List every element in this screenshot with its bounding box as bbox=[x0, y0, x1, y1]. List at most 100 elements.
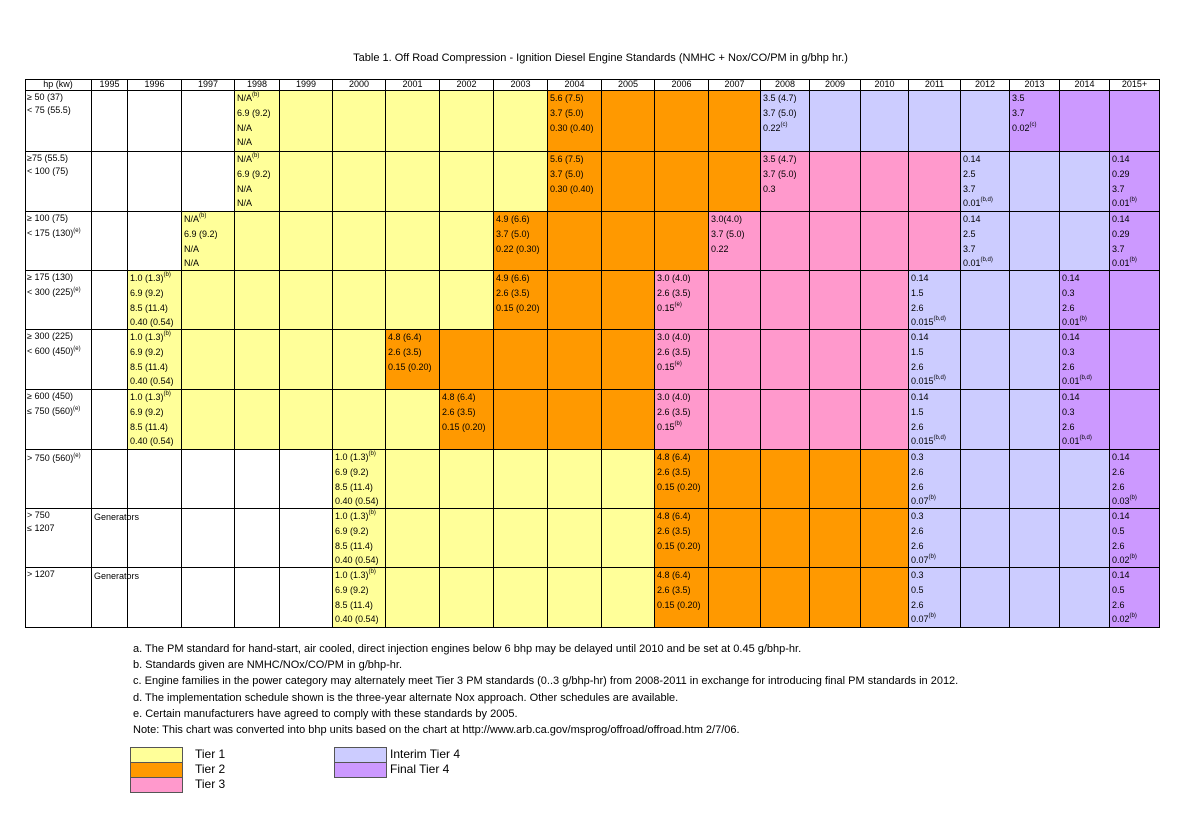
year-cell bbox=[494, 330, 548, 390]
standard-value: 0.40 (0.54) bbox=[130, 317, 174, 328]
year-cell bbox=[709, 450, 761, 509]
standard-value: 0.07(b) bbox=[911, 554, 936, 566]
standard-value: 0.3 bbox=[911, 511, 924, 521]
standard-values: 4.8 (6.4) 2.6 (3.5) 0.15 (0.20) bbox=[655, 568, 701, 612]
row-label-footnote: (e) bbox=[72, 406, 81, 412]
standard-values: 0.14 0.3 2.6 0.01(b,d) bbox=[1060, 330, 1092, 389]
standard-value: 6.9 (9.2) bbox=[130, 346, 164, 357]
standard-value: 8.5 (11.4) bbox=[335, 481, 373, 492]
standard-value: 0.30 (0.40) bbox=[550, 122, 594, 133]
row-label-line: < 100 (75) bbox=[27, 166, 69, 176]
year-cell bbox=[92, 212, 128, 271]
standard-value: 2.6 bbox=[1062, 302, 1075, 313]
standard-value: 0.015(b,d) bbox=[911, 375, 946, 387]
year-cell: 4.8 (6.4) 2.6 (3.5) 0.15 (0.20) bbox=[386, 330, 440, 390]
year-cell bbox=[961, 568, 1010, 628]
year-cell bbox=[602, 330, 655, 390]
standard-value: 3.7 bbox=[1112, 243, 1125, 254]
standard-value: 0.07(b) bbox=[911, 613, 936, 625]
year-cell bbox=[861, 330, 909, 390]
legend-label-tier2: Tier 2 bbox=[195, 762, 226, 776]
year-cell bbox=[761, 509, 810, 568]
year-cell bbox=[548, 271, 602, 330]
year-cell: 1.0 (1.3)(b) 6.9 (9.2) 8.5 (11.4) 0.40 (0.5… bbox=[128, 390, 182, 450]
year-cell bbox=[1010, 390, 1060, 450]
standard-value: 0.40 (0.54) bbox=[335, 555, 379, 566]
year-cell bbox=[333, 152, 386, 212]
year-cell bbox=[333, 390, 386, 450]
year-cell bbox=[761, 568, 810, 628]
year-cell bbox=[333, 91, 386, 152]
year-cell bbox=[440, 212, 494, 271]
standard-value: 2.6 (3.5) bbox=[657, 346, 691, 357]
year-cell: 0.14 1.5 2.6 0.015(b,d) bbox=[909, 390, 961, 450]
standard-values: 0.14 2.6 2.6 0.03(b) bbox=[1110, 450, 1137, 509]
year-cell: 3.0 (4.0) 2.6 (3.5) 0.15(b) bbox=[655, 390, 709, 450]
standard-value: 0.5 bbox=[911, 584, 924, 595]
generators-note: Generators bbox=[94, 512, 140, 522]
year-cell bbox=[182, 450, 235, 509]
standard-value: 4.8 (6.4) bbox=[657, 452, 691, 462]
year-cell: 3.0(4.0) 3.7 (5.0) 0.22 bbox=[709, 212, 761, 271]
standard-values: 0.14 2.5 3.7 0.01(b,d) bbox=[961, 212, 993, 271]
row-label-line: < 600 (450)(e) bbox=[27, 346, 81, 356]
year-cell bbox=[1060, 212, 1110, 271]
standard-value: 6.9 (9.2) bbox=[335, 525, 369, 536]
year-cell bbox=[333, 212, 386, 271]
value-footnote: (b,d) bbox=[933, 435, 946, 442]
year-cell bbox=[961, 450, 1010, 509]
year-cell: 3.5 (4.7) 3.7 (5.0) 0.3 bbox=[761, 152, 810, 212]
header-year: 1998 bbox=[235, 79, 280, 91]
year-cell bbox=[440, 568, 494, 628]
year-cell bbox=[440, 450, 494, 509]
standard-value: 2.6 bbox=[911, 466, 924, 477]
year-cell bbox=[861, 152, 909, 212]
year-cell bbox=[235, 271, 280, 330]
legend-label-final-tier4: Final Tier 4 bbox=[390, 762, 450, 776]
year-cell: 0.3 2.6 2.6 0.07(b) bbox=[909, 509, 961, 568]
footnote-e: e. Certain manufacturers have agreed to … bbox=[133, 707, 518, 720]
standard-value: 8.5 (11.4) bbox=[130, 361, 168, 372]
year-cell bbox=[235, 330, 280, 390]
legend-label-interim-tier4: Interim Tier 4 bbox=[390, 747, 461, 761]
year-cell bbox=[280, 568, 333, 628]
standard-value: 4.8 (6.4) bbox=[442, 392, 476, 402]
standard-value: 6.9 (9.2) bbox=[335, 466, 369, 477]
standard-value: 0.15 (0.20) bbox=[388, 361, 432, 372]
year-cell bbox=[1010, 568, 1060, 628]
row-label-line: ≥ 100 (75) bbox=[27, 213, 68, 223]
standard-value: N/A(b) bbox=[237, 92, 260, 103]
header-year: 2005 bbox=[602, 79, 655, 91]
year-cell bbox=[548, 390, 602, 450]
standard-value: 3.7 bbox=[1112, 183, 1125, 194]
year-cell bbox=[440, 152, 494, 212]
standard-value: 0.3 bbox=[1062, 346, 1075, 357]
standard-value: 0.15 (0.20) bbox=[657, 540, 701, 551]
standard-value: 5.6 (7.5) bbox=[550, 93, 584, 103]
standard-value: 0.14 bbox=[1062, 332, 1080, 342]
year-cell bbox=[92, 271, 128, 330]
row-label: ≥ 175 (130) < 300 (225)(e) bbox=[25, 271, 92, 330]
standard-values: 5.6 (7.5) 3.7 (5.0) 0.30 (0.40) bbox=[548, 91, 594, 135]
footnote-a: a. The PM standard for hand-start, air c… bbox=[133, 643, 802, 655]
year-cell bbox=[810, 509, 861, 568]
standard-values: 1.0 (1.3)(b) 6.9 (9.2) 8.5 (11.4) 0.40 (0.5… bbox=[128, 271, 174, 330]
year-cell bbox=[235, 390, 280, 450]
year-cell bbox=[909, 152, 961, 212]
legend-swatch-tier1 bbox=[130, 747, 183, 763]
standard-values: 0.3 2.6 2.6 0.07(b) bbox=[909, 450, 936, 509]
year-cell bbox=[386, 390, 440, 450]
year-cell bbox=[761, 271, 810, 330]
source-note: Note: This chart was converted into bhp … bbox=[133, 724, 740, 737]
standard-values: 0.14 0.29 3.7 0.01(b) bbox=[1110, 212, 1137, 271]
standard-values: 0.14 1.5 2.6 0.015(b,d) bbox=[909, 390, 946, 449]
standard-value: 2.6 bbox=[911, 481, 924, 492]
standard-value: 3.0 (4.0) bbox=[657, 392, 691, 402]
year-cell: 1.0 (1.3)(b) 6.9 (9.2) 8.5 (11.4) 0.40 (0.5… bbox=[333, 450, 386, 509]
standard-value: 0.14 bbox=[911, 392, 929, 402]
standard-value: 0.14 bbox=[1112, 214, 1130, 224]
standard-value: 1.0 (1.3)(b) bbox=[130, 272, 171, 283]
year-cell bbox=[92, 450, 128, 509]
year-cell bbox=[602, 212, 655, 271]
